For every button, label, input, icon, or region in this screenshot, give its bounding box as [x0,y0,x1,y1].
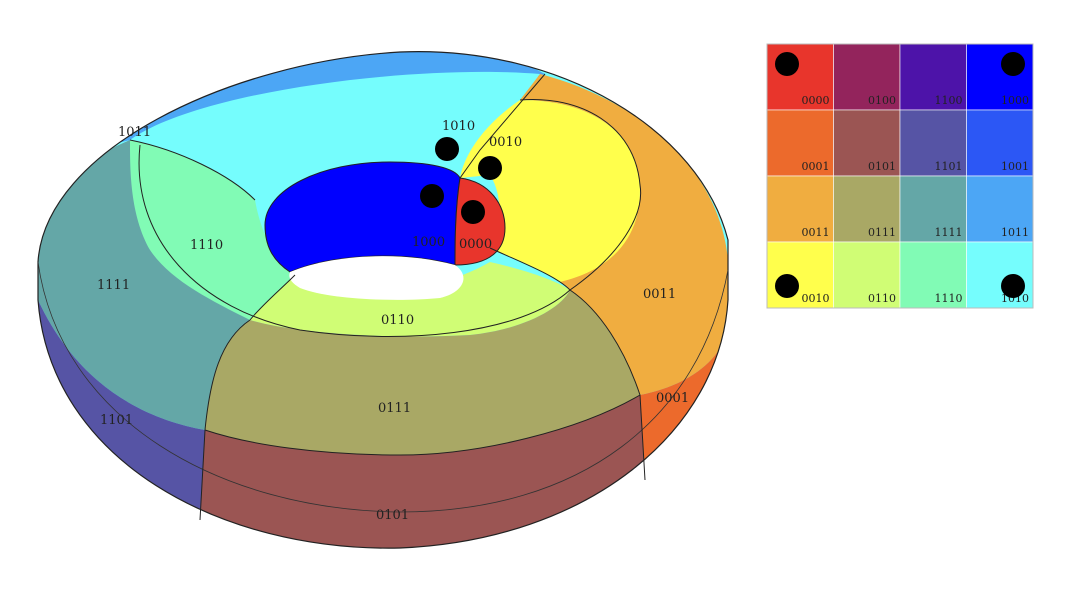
boundary-line [129,139,256,201]
kmap-cell-label: 0001 [802,160,830,173]
marker-dot [478,156,502,180]
kmap-cell-label: 0110 [868,292,896,305]
kmap-cell-0111 [833,175,901,243]
boundary-line [199,319,251,521]
torus-region-1110 [130,140,295,320]
marker-dot [435,137,459,161]
kmap-cell-label: 1100 [935,94,963,107]
boundary-line [204,394,641,456]
kmap-cell-0100 [833,43,901,111]
torus-label-0111: 0111 [378,401,411,416]
kmap-cell-1110 [899,241,967,309]
kmap-cell-label: 1101 [935,160,963,173]
kmap-cell-label: 0010 [802,292,830,305]
kmap-cell-label: 1110 [935,292,963,305]
kmap-cell-label: 1001 [1001,160,1029,173]
torus-region-1011 [90,51,545,150]
kmap-border [766,43,1034,309]
torus-label-1011: 1011 [118,125,151,140]
torus-label-0001: 0001 [656,391,689,406]
kmap-cell-label: 0111 [868,226,896,239]
kmap-cell-1111 [899,175,967,243]
kmap-cell-1011 [966,175,1034,243]
torus-label-0110: 0110 [381,313,414,328]
kmap-cell-label: 0011 [802,226,830,239]
kmap-marker-dot [775,274,799,298]
torus-hole [289,256,464,300]
boundary-line [489,247,571,291]
kmap-marker-dot [1001,274,1025,298]
torus-rim-line [37,261,729,513]
torus-label-1101: 1101 [100,413,133,428]
kmap-cell-label: 1011 [1001,226,1029,239]
torus-label-0011: 0011 [643,287,676,302]
torus-label-0000: 0000 [459,237,492,252]
torus-label-1110: 1110 [190,238,223,253]
marker-dot [461,200,485,224]
torus-region-0010 [460,100,640,282]
boundary-line [569,289,646,481]
torus-region-0011 [520,74,728,395]
kmap-cell-label: 0101 [868,160,896,173]
kmap-cell-label: 0100 [868,94,896,107]
torus-label-1000: 1000 [412,235,445,250]
kmap-cell-1101 [899,109,967,177]
torus-region-0101 [200,395,645,548]
kmap-cell-1010 [966,241,1034,309]
kmap-grid: 0000 0100 1100 1000 0001 0101 1101 1001 0011 0111… [766,43,1034,309]
torus-region-0111 [205,290,640,455]
torus-label-0101: 0101 [376,508,409,523]
kmap-marker-dot [775,52,799,76]
kmap-cell-0011 [766,175,834,243]
kmap-cell-0001 [766,109,834,177]
torus-outline [37,51,729,549]
kmap-cell-0110 [833,241,901,309]
kmap-cell-label: 1000 [1001,94,1029,107]
boundary-line [249,274,296,321]
torus-label-0010: 0010 [489,135,522,150]
marker-dot [420,184,444,208]
kmap-cell-0010 [766,241,834,309]
torus-label-1111: 1111 [97,278,130,293]
kmap-cell-label: 1111 [935,226,963,239]
torus-label-1010: 1010 [442,119,475,134]
kmap-marker-dot [1001,52,1025,76]
boundary-line [138,98,642,337]
kmap-cell-1000 [966,43,1034,111]
kmap-cell-0101 [833,109,901,177]
boundary-line [459,73,546,179]
kmap-cell-label: 0000 [802,94,830,107]
kmap-cell-1001 [966,109,1034,177]
